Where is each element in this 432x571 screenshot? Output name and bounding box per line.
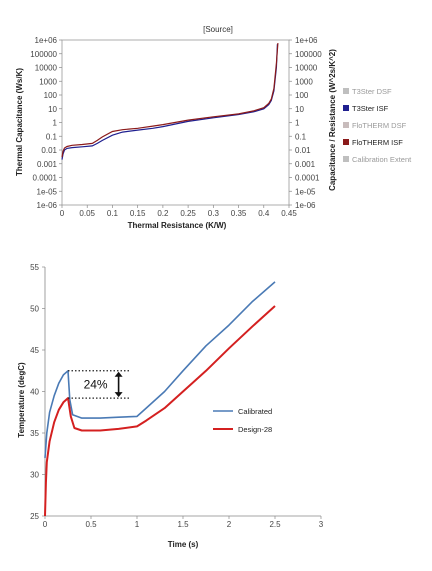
- y-tick-label: 35: [30, 429, 39, 438]
- y2-tick-label: 1: [295, 119, 300, 128]
- x-tick-label: 3: [319, 520, 324, 529]
- annotation-label: 24%: [84, 377, 108, 391]
- series-line-1: [44, 305, 276, 517]
- tick-labels: 0 0.5 1 1.5 2 2.5 3 25 30 35 40 45 50 55: [30, 263, 324, 529]
- y2-tick-label: 100000: [295, 50, 322, 59]
- legend: T3Ster DSF T3Ster ISF FloTHERM DSF FloTHERM…: [343, 87, 412, 164]
- y2-tick-label: 0.01: [295, 146, 311, 155]
- legend-swatch: [343, 122, 349, 128]
- chart-title: [Source]: [203, 25, 233, 34]
- x-tick-label: 1: [135, 520, 140, 529]
- x-axis-label: Thermal Resistance (K/W): [128, 221, 227, 230]
- y-tick-label: 55: [30, 263, 39, 272]
- y2-tick-label: 10000: [295, 64, 318, 73]
- x-tick-label: 0.3: [208, 209, 220, 218]
- legend-entry: Design-28: [238, 425, 272, 434]
- y-tick-label: 30: [30, 471, 39, 480]
- y-tick-label: 25: [30, 512, 39, 521]
- x-tick-label: 2.5: [269, 520, 281, 529]
- y2-tick-label: 0.1: [295, 132, 307, 141]
- thermal-structure-chart: [Source] 0 0.05 0.1 0.15 0.2 0.25 0.3 0.35 0.4 0.…: [15, 25, 412, 230]
- legend-swatch: [343, 105, 349, 111]
- legend-entry: T3Ster ISF: [352, 104, 389, 113]
- x-tick-label: 0.4: [258, 209, 270, 218]
- series-lines: [61, 43, 279, 160]
- x-tick-label: 0.05: [79, 209, 95, 218]
- legend-swatch: [343, 156, 349, 162]
- y-tick-label: 0.01: [41, 146, 57, 155]
- legend-entry: FloTHERM DSF: [352, 121, 407, 130]
- legend-entry: Calibration Extent: [352, 155, 412, 164]
- x-tick-label: 0.15: [130, 209, 146, 218]
- y-axis-label: Temperature (degC): [17, 362, 26, 438]
- legend: Calibrated Design-28: [213, 407, 272, 434]
- y-tick-label: 1e+06: [35, 36, 58, 45]
- legend-entry: Calibrated: [238, 407, 272, 416]
- y-tick-label: 45: [30, 346, 39, 355]
- y-tick-label: 50: [30, 305, 39, 314]
- annotation-arrow-head-down: [114, 392, 123, 398]
- y-tick-label: 1e-06: [37, 201, 58, 210]
- chart-axes: [59, 39, 292, 208]
- legend-swatch: [343, 88, 349, 94]
- x-axis-label: Time (s): [168, 540, 199, 549]
- chart-axes: [42, 266, 322, 519]
- series-line-0: [44, 281, 276, 458]
- y2-axis-label: Capacitance / Resistance (W^2s/K^2): [328, 49, 337, 191]
- y-tick-label: 40: [30, 388, 39, 397]
- temperature-chart: 0 0.5 1 1.5 2 2.5 3 25 30 35 40 45 50 55 24% Time (s)…: [17, 263, 324, 549]
- y2-tick-label: 100: [295, 91, 309, 100]
- y2-tick-label: 0.0001: [295, 174, 320, 183]
- x-tick-label: 2: [227, 520, 232, 529]
- x-tick-label: 0.45: [281, 209, 297, 218]
- y-tick-label: 100000: [30, 50, 57, 59]
- y-tick-label: 1000: [39, 77, 57, 86]
- series-lines: [44, 281, 276, 517]
- x-tick-label: 0: [43, 520, 48, 529]
- y2-tick-label: 1e-05: [295, 187, 316, 196]
- y-tick-label: 1e-05: [37, 187, 58, 196]
- y-tick-label: 1: [53, 119, 58, 128]
- y-tick-label: 10000: [35, 64, 58, 73]
- y-tick-label: 0.1: [46, 132, 58, 141]
- y2-tick-label: 10: [295, 105, 304, 114]
- legend-swatch: [343, 139, 349, 145]
- y-axis-label: Thermal Capacitance (Ws/K): [15, 68, 24, 176]
- y-tick-label: 10: [48, 105, 57, 114]
- series-line-0: [61, 44, 278, 160]
- y-tick-label: 0.0001: [33, 174, 58, 183]
- x-tick-label: 0.25: [180, 209, 196, 218]
- y2-tick-label: 1000: [295, 77, 313, 86]
- y-tick-label: 0.001: [37, 160, 58, 169]
- series-line-1: [61, 43, 279, 158]
- x-tick-label: 0.35: [231, 209, 247, 218]
- y2-tick-label: 1e+06: [295, 36, 318, 45]
- x-tick-label: 0: [60, 209, 65, 218]
- legend-entry: FloTHERM ISF: [352, 138, 403, 147]
- x-tick-label: 0.1: [107, 209, 119, 218]
- y-tick-label: 100: [44, 91, 58, 100]
- x-tick-label: 1.5: [177, 520, 189, 529]
- y2-tick-label: 1e-06: [295, 201, 316, 210]
- y2-tick-label: 0.001: [295, 160, 316, 169]
- x-tick-label: 0.5: [85, 520, 97, 529]
- annotation: 24%: [68, 370, 130, 399]
- x-tick-label: 0.2: [157, 209, 169, 218]
- annotation-arrow-head-up: [114, 371, 123, 377]
- legend-entry: T3Ster DSF: [352, 87, 392, 96]
